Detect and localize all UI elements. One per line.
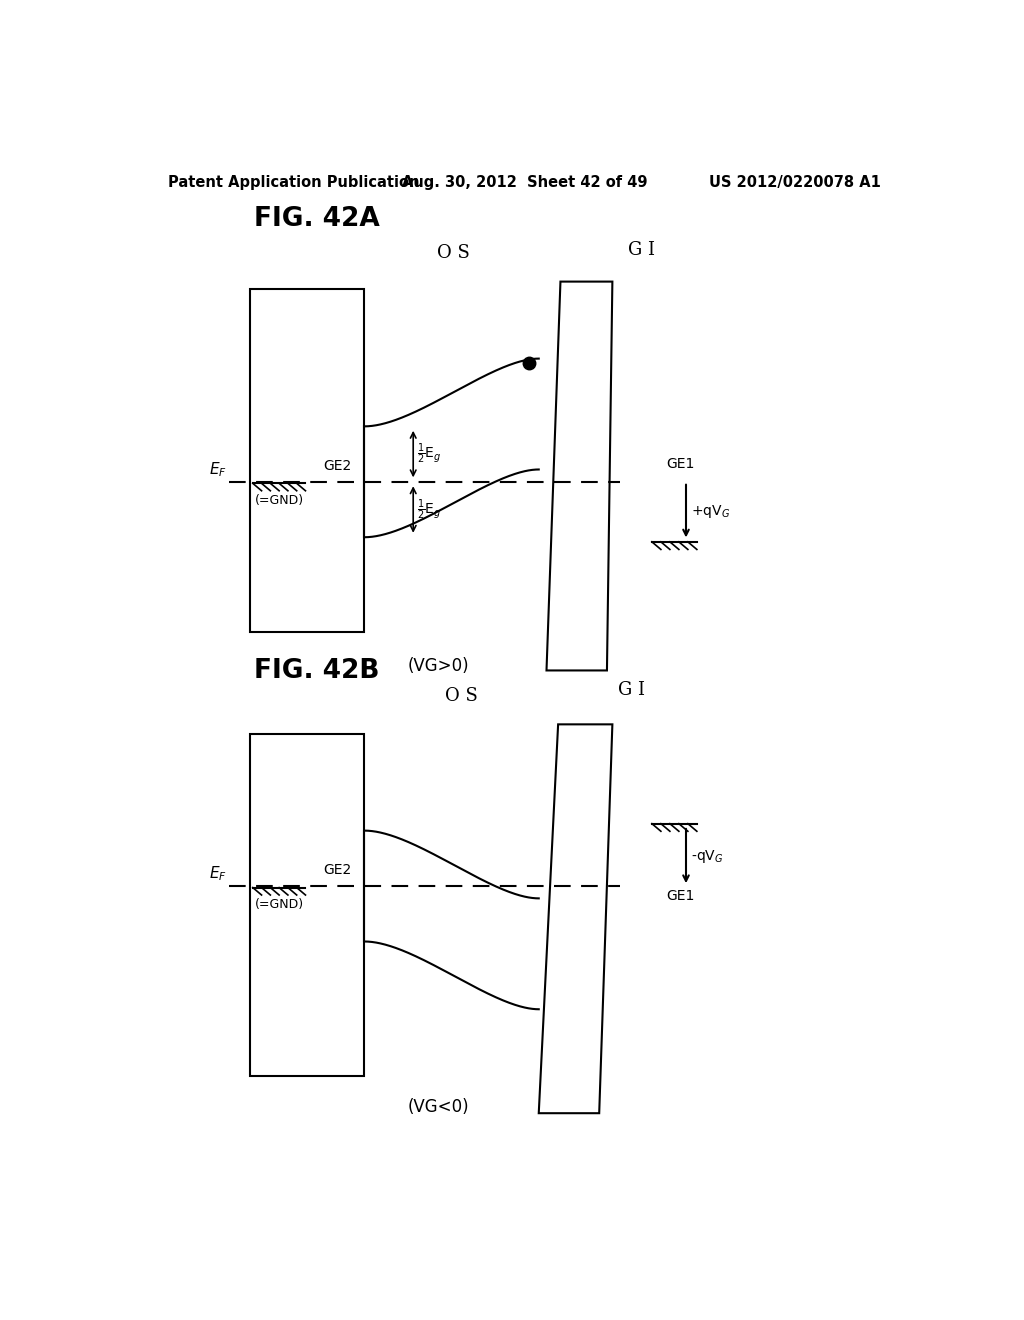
Text: (=GND): (=GND) xyxy=(255,494,304,507)
Text: $E_F$: $E_F$ xyxy=(209,461,226,479)
Text: GE2: GE2 xyxy=(324,458,351,473)
Text: -qV$_G$: -qV$_G$ xyxy=(691,847,724,865)
Text: US 2012/0220078 A1: US 2012/0220078 A1 xyxy=(710,176,882,190)
Text: G I: G I xyxy=(617,681,645,700)
Text: (=GND): (=GND) xyxy=(255,899,304,911)
Text: (VG>0): (VG>0) xyxy=(408,657,469,676)
Text: G I: G I xyxy=(628,240,655,259)
Bar xyxy=(251,734,365,1076)
Text: Aug. 30, 2012  Sheet 42 of 49: Aug. 30, 2012 Sheet 42 of 49 xyxy=(402,176,647,190)
Text: FIG. 42A: FIG. 42A xyxy=(254,206,379,231)
Bar xyxy=(251,289,365,632)
Text: $\frac{1}{2}$E$_g$: $\frac{1}{2}$E$_g$ xyxy=(417,498,441,521)
Text: GE1: GE1 xyxy=(667,890,695,903)
Polygon shape xyxy=(547,281,612,671)
Text: +qV$_G$: +qV$_G$ xyxy=(691,503,730,520)
Text: O S: O S xyxy=(444,688,477,705)
Text: O S: O S xyxy=(437,244,470,263)
Text: Patent Application Publication: Patent Application Publication xyxy=(168,176,420,190)
Polygon shape xyxy=(539,725,612,1113)
Text: $\frac{1}{2}$E$_g$: $\frac{1}{2}$E$_g$ xyxy=(417,442,441,466)
Text: GE1: GE1 xyxy=(667,457,695,471)
Text: (VG<0): (VG<0) xyxy=(408,1098,469,1115)
Text: GE2: GE2 xyxy=(324,863,351,876)
Text: FIG. 42B: FIG. 42B xyxy=(254,657,379,684)
Text: $E_F$: $E_F$ xyxy=(209,865,226,883)
